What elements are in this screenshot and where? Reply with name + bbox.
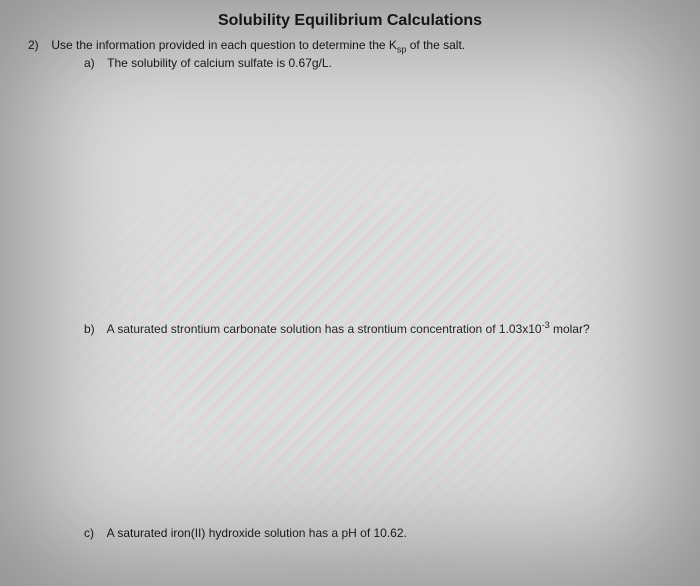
part-c-letter: c) <box>84 526 104 540</box>
workspace-b <box>28 336 672 526</box>
prompt-subscript: sp <box>397 44 407 54</box>
part-c-text: A saturated iron(II) hydroxide solution … <box>107 526 407 540</box>
prompt-pre: Use the information provided in each que… <box>51 38 397 52</box>
prompt-post: of the salt. <box>406 38 465 52</box>
part-b-text: A saturated strontium carbonate solution… <box>107 322 590 336</box>
part-a-letter: a) <box>84 56 104 70</box>
question-number: 2) <box>28 38 48 52</box>
worksheet-page: Solubility Equilibrium Calculations 2) U… <box>0 0 700 586</box>
part-b-sup: -3 <box>542 320 550 330</box>
question-2: 2) Use the information provided in each … <box>28 38 672 54</box>
question-prompt: Use the information provided in each que… <box>51 38 465 52</box>
part-b-pre: A saturated strontium carbonate solution… <box>107 322 542 336</box>
part-a: a) The solubility of calcium sulfate is … <box>28 56 672 70</box>
part-b: b) A saturated strontium carbonate solut… <box>28 320 672 336</box>
part-b-post: molar? <box>550 322 590 336</box>
part-b-letter: b) <box>84 322 104 336</box>
part-c: c) A saturated iron(II) hydroxide soluti… <box>28 526 672 540</box>
part-a-text: The solubility of calcium sulfate is 0.6… <box>107 56 332 70</box>
page-title: Solubility Equilibrium Calculations <box>28 12 672 30</box>
workspace-a <box>28 70 672 320</box>
